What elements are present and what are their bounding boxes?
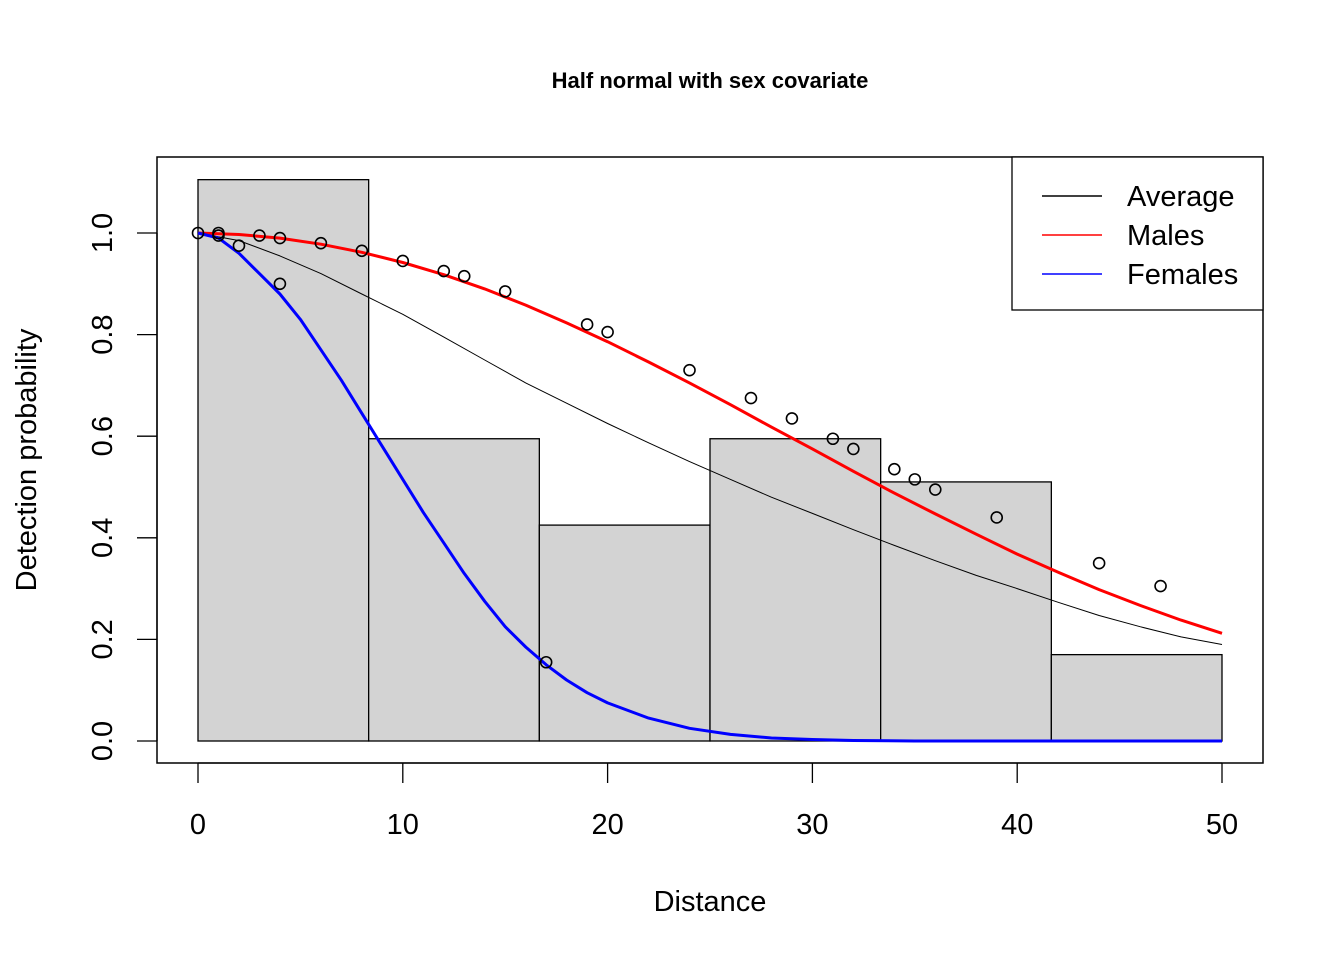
y-tick-label: 0.0 xyxy=(87,721,119,761)
observation-point xyxy=(744,391,758,405)
observation-point xyxy=(314,236,328,250)
observation-points xyxy=(191,226,1167,669)
y-tick-label: 0.2 xyxy=(87,619,119,659)
observation-point xyxy=(908,473,922,486)
series-line-males xyxy=(197,231,1223,635)
legend: Average Males Females xyxy=(1011,156,1264,311)
x-tick-label: 30 xyxy=(796,809,828,841)
observation-point xyxy=(457,269,471,283)
observation-point xyxy=(191,226,205,240)
histogram-bars xyxy=(197,179,1223,742)
histogram-bar xyxy=(197,179,370,742)
x-tick-label: 10 xyxy=(387,809,419,841)
y-tick-label: 0.4 xyxy=(87,518,119,558)
observation-point xyxy=(785,412,799,425)
x-tick-label: 50 xyxy=(1206,809,1238,841)
observation-point xyxy=(888,462,901,476)
observation-point xyxy=(253,229,266,242)
observation-point xyxy=(683,363,696,377)
legend-label: Average xyxy=(1127,181,1235,213)
histogram-bar xyxy=(1050,653,1223,742)
histogram-bar xyxy=(709,438,882,742)
observation-point xyxy=(601,325,614,339)
x-axis-label: Distance xyxy=(654,886,767,918)
legend-box xyxy=(1011,156,1264,311)
y-tick-label: 0.8 xyxy=(87,314,119,354)
series-line-females xyxy=(197,231,1222,743)
x-tick-label: 0 xyxy=(190,809,206,841)
legend-label: Males xyxy=(1127,220,1204,252)
observation-point xyxy=(498,285,512,298)
observation-point xyxy=(273,277,287,291)
legend-label: Females xyxy=(1127,259,1238,291)
observation-point xyxy=(1154,579,1167,593)
y-axis: 0.0 0.2 0.4 0.6 0.8 1.0 xyxy=(87,213,158,761)
x-axis: 0 10 20 30 40 50 xyxy=(190,762,1238,841)
observation-point xyxy=(212,229,225,242)
histogram-bar xyxy=(538,524,711,742)
y-axis-label: Detection probability xyxy=(11,328,43,591)
histogram-bar xyxy=(368,438,540,742)
observation-point xyxy=(990,511,1004,524)
observation-point xyxy=(355,244,369,258)
observation-point xyxy=(928,483,942,496)
histogram-bar xyxy=(880,481,1052,742)
x-tick-label: 20 xyxy=(591,809,623,841)
series-line-average xyxy=(197,232,1223,645)
y-tick-label: 1.0 xyxy=(87,213,119,253)
series-lines xyxy=(197,231,1223,743)
x-tick-label: 40 xyxy=(1001,809,1033,841)
observation-point xyxy=(437,264,451,278)
observation-point xyxy=(539,655,553,669)
observation-point xyxy=(580,318,594,331)
observation-point xyxy=(1092,556,1106,570)
y-tick-label: 0.6 xyxy=(87,416,119,456)
observation-point xyxy=(396,254,410,268)
observation-point xyxy=(273,231,287,245)
chart-title: Half normal with sex covariate xyxy=(552,68,869,93)
observation-point xyxy=(847,442,860,456)
observation-point xyxy=(232,239,246,252)
observation-point xyxy=(826,432,840,446)
